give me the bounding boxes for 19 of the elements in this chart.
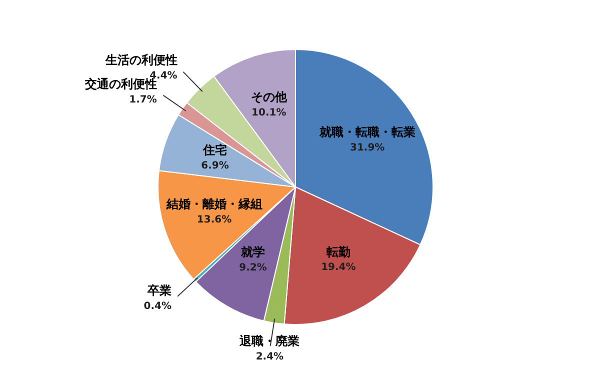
slice-label: 退職・廃業: [238, 334, 300, 348]
slice-label: 就職・転職・転業: [318, 125, 416, 140]
slice-label: その他: [250, 90, 288, 104]
slice-label: 生活の利便性: [104, 52, 178, 67]
slice-label: 転勤: [326, 244, 350, 259]
slice-label: 就学: [240, 245, 266, 260]
data-label: 1.7%: [129, 94, 157, 106]
data-label: 0.4%: [144, 300, 172, 312]
data-label: 10.1%: [252, 108, 286, 119]
slice-label: 卒業: [146, 283, 172, 298]
data-label: 19.4%: [321, 262, 356, 274]
data-label: 2.4%: [256, 352, 284, 363]
slice-label: 結婚・離婚・縁組: [165, 196, 262, 211]
slice-label: 住宅: [202, 143, 228, 158]
data-label: 9.2%: [239, 262, 267, 274]
slice-label: 交通の利便性: [84, 77, 157, 92]
data-label: 31.9%: [350, 142, 385, 154]
data-label: 6.9%: [201, 160, 229, 172]
data-label: 13.6%: [196, 214, 232, 226]
